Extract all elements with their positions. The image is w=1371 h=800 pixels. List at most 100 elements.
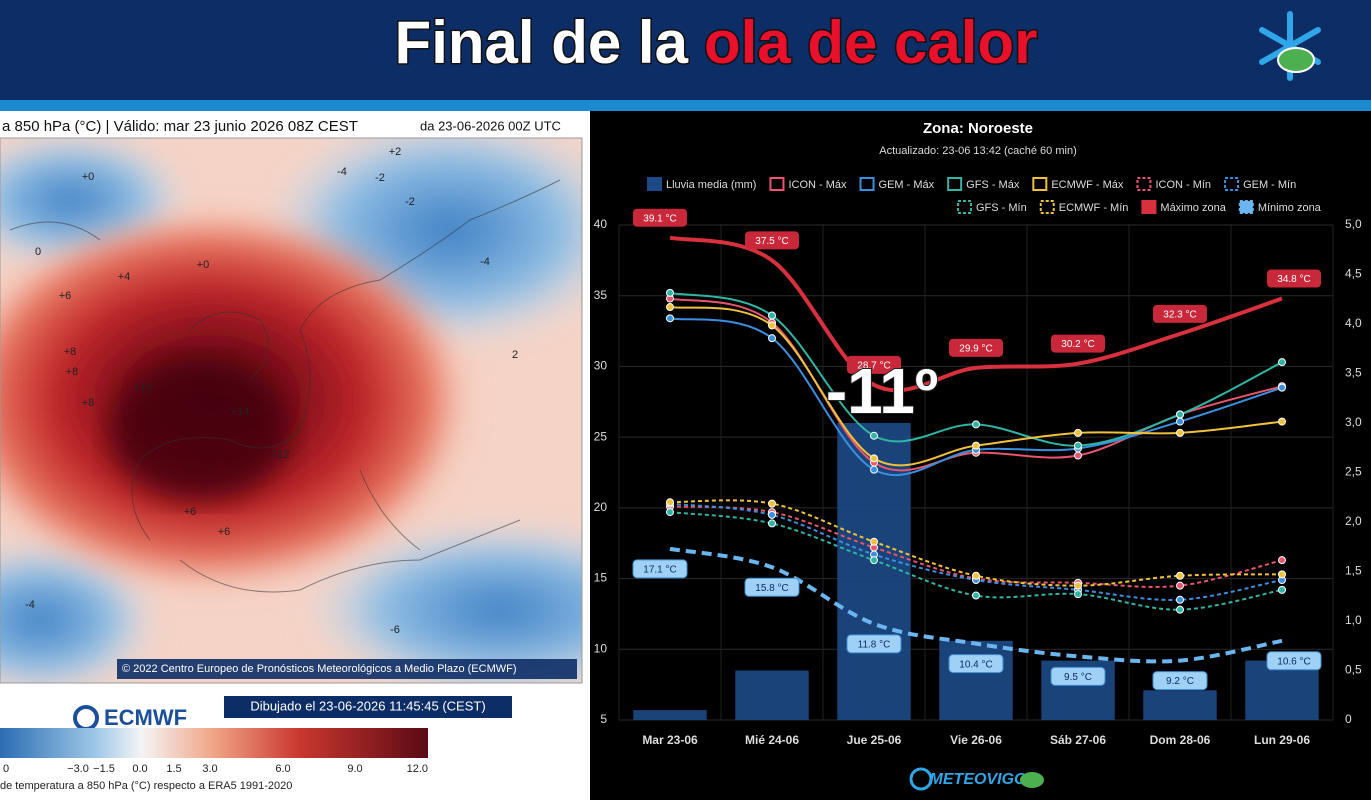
value-label: 37.5 °C [755,236,788,247]
legend-label: ICON - Mín [1155,179,1211,191]
series-point [1074,451,1082,460]
series-point [972,591,980,600]
series-point [1176,428,1184,437]
legend-swatch [1224,177,1240,191]
series-point [666,303,674,312]
series-point [1278,585,1286,594]
legend-swatch [1141,200,1157,214]
value-label-box [846,634,902,654]
contour-label: -4 [337,166,347,178]
series-point [1074,441,1082,450]
title-part: Final de la [395,9,689,76]
legend-label: GEM - Mín [1243,179,1296,191]
y2-tick-label: 1,5 [1345,564,1362,578]
series-point [768,321,776,330]
y-tick-label: 20 [594,500,608,514]
value-label-box [1051,334,1105,353]
series-point [666,498,674,507]
x-tick-label: Vie 26-06 [950,733,1002,747]
value-label: 10.6 °C [1277,656,1310,667]
value-label: 29.9 °C [959,343,992,354]
value-label-box [632,559,688,579]
contour-label: +6 [59,290,72,302]
y2-tick-label: 5,0 [1345,217,1362,231]
series-point [870,431,878,440]
colorbar-label: 6.0 [275,763,290,775]
legend-label: Lluvia media (mm) [666,179,756,191]
drawn-box [224,696,512,718]
series-point [1278,570,1286,579]
value-label-box [1266,651,1322,671]
y-tick-label: 35 [594,288,608,302]
contour-label: -4 [480,256,490,268]
bar [939,640,1013,720]
legend-label: Mínimo zona [1258,202,1322,214]
annotation: -11º [826,355,938,427]
series-point [768,519,776,528]
legend-label: GFS - Máx [966,179,1020,191]
y-tick-label: 10 [594,641,608,655]
map: +2 +0 -4 -2 -2 0 +4 +0 +6 +10 +14 +12 +8 +8 +6 +8 +6 -4 -6… [0,138,582,683]
series-point [870,465,878,474]
y-tick-label: 5 [600,712,607,726]
x-tick-label: Mié 24-06 [745,733,799,747]
value-label: 32.3 °C [1163,310,1196,321]
y-tick-label: 15 [594,571,608,585]
legend-swatch [769,177,785,191]
colorbar-label: 1.5 [166,763,181,775]
series-point [1176,410,1184,419]
x-tick-label: Dom 28-06 [1150,733,1211,747]
contour-label: +0 [197,259,210,271]
series-line [669,235,1283,393]
header-bar [0,0,1371,100]
series-point [870,556,878,565]
series-point [666,314,674,323]
value-label-box [745,231,799,250]
contour-label: +10 [134,382,153,394]
series-point [1176,581,1184,590]
ecmwf-logo: ECMWF [104,705,187,730]
map-frame [0,137,583,684]
legend-label: ECMWF - Máx [1051,179,1124,191]
bar [1143,690,1217,720]
colorbar-label: −1.5 [93,763,115,775]
series-point [1278,417,1286,426]
value-label: 39.1 °C [643,213,676,224]
map-run: da 23-06-2026 00Z UTC [420,118,561,133]
map-copyright: © 2022 Centro Europeo de Pronósticos Met… [122,663,517,675]
contour-label: +12 [271,449,290,461]
y2-tick-label: 1,0 [1345,613,1362,627]
series-point [1278,358,1286,367]
series-point [972,571,980,580]
colorbar-label: 0.0 [132,763,147,775]
legend-label: Máximo zona [1160,202,1226,214]
series-point [1176,595,1184,604]
value-label: 9.5 °C [1064,672,1092,683]
value-label: 34.8 °C [1277,274,1310,285]
series-point [1074,581,1082,590]
value-label: 15.8 °C [755,583,788,594]
legend-swatch [957,200,972,214]
y2-tick-label: 0 [1345,712,1352,726]
contour-label: +0 [82,171,95,183]
snowflake-logo [1259,11,1321,81]
y2-tick-label: 3,0 [1345,415,1362,429]
series-point [972,420,980,429]
value-label: 11.8 °C [858,639,891,650]
contour-label: +8 [82,397,95,409]
title-part: ola de calor [704,9,1037,76]
bar [1245,660,1319,720]
y2-tick-label: 4,0 [1345,316,1362,330]
copyright-box [117,659,577,679]
legend-swatch [1136,177,1152,191]
chart-title: Zona: Noroeste [923,120,1033,137]
footer-icon [909,767,933,791]
header-stripe [0,100,1371,111]
y-tick-label: 30 [594,359,608,373]
series-point [768,499,776,508]
contour-label: +8 [66,366,79,378]
colorbar-label: −3.0 [67,763,89,775]
series-point [870,537,878,546]
legend-swatch [647,177,662,191]
